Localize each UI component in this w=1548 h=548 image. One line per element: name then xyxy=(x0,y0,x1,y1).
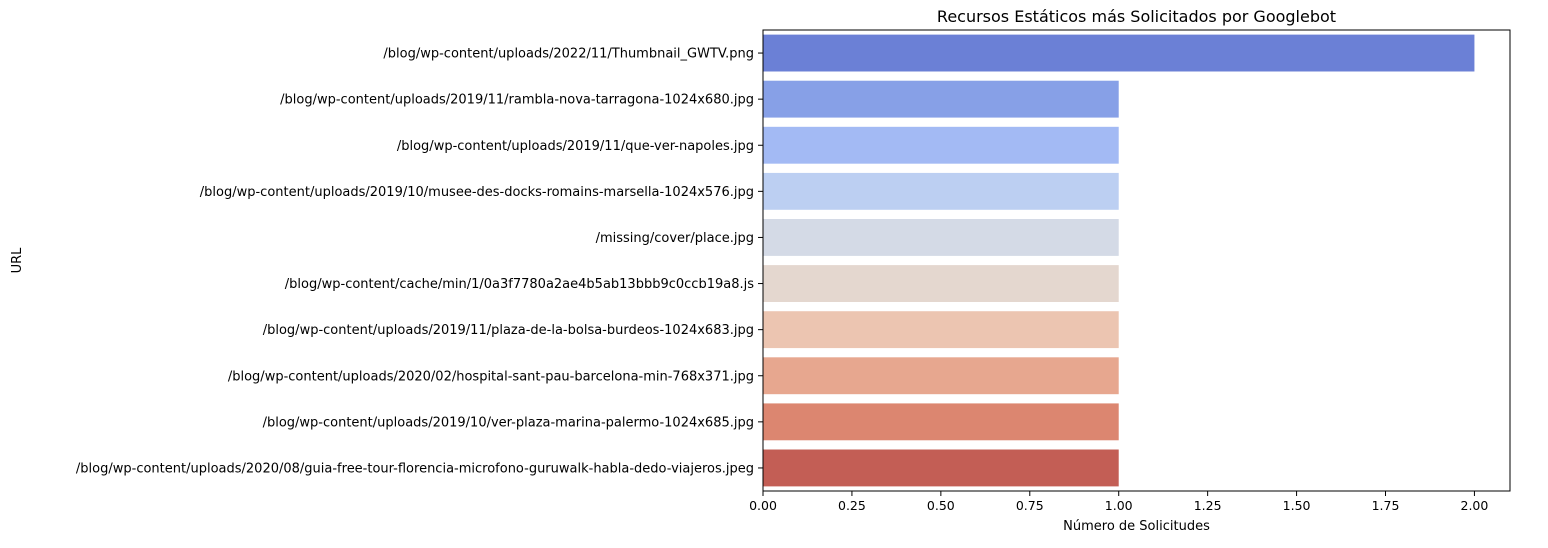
x-tick-label: 0.75 xyxy=(1016,498,1044,513)
x-axis-label: Número de Solicitudes xyxy=(1063,519,1210,534)
category-label: /blog/wp-content/cache/min/1/0a3f7780a2a… xyxy=(285,277,754,292)
category-label: /blog/wp-content/uploads/2019/10/musee-d… xyxy=(200,185,754,200)
category-label: /blog/wp-content/uploads/2019/11/que-ver… xyxy=(397,139,754,154)
x-tick-label: 0.00 xyxy=(749,498,777,513)
category-label: /blog/wp-content/uploads/2019/11/rambla-… xyxy=(280,93,754,108)
category-labels: /blog/wp-content/uploads/2022/11/Thumbna… xyxy=(76,47,763,476)
category-label: /blog/wp-content/uploads/2020/02/hospita… xyxy=(228,369,754,384)
chart-title: Recursos Estáticos más Solicitados por G… xyxy=(937,7,1336,26)
category-label: /blog/wp-content/uploads/2019/11/plaza-d… xyxy=(263,323,754,338)
x-tick-label: 1.25 xyxy=(1194,498,1222,513)
category-label: /blog/wp-content/uploads/2019/10/ver-pla… xyxy=(263,415,754,430)
bar xyxy=(763,449,1119,487)
bar xyxy=(763,80,1119,118)
bar xyxy=(763,172,1119,210)
category-label: /missing/cover/place.jpg xyxy=(596,231,754,246)
x-axis-ticks: 0.00 0.25 0.50 0.75 1.00 1.25 1.50 1.75 2.00 xyxy=(749,491,1488,513)
category-label: /blog/wp-content/uploads/2020/08/guia-fr… xyxy=(76,461,754,476)
x-tick-label: 1.50 xyxy=(1283,498,1311,513)
bar xyxy=(763,219,1119,256)
x-tick-label: 0.25 xyxy=(838,498,866,513)
x-tick-label: 1.75 xyxy=(1372,498,1400,513)
bars-group xyxy=(763,34,1475,487)
bar xyxy=(763,265,1119,302)
x-tick-label: 1.00 xyxy=(1105,498,1133,513)
bar xyxy=(763,357,1119,395)
x-tick-label: 0.50 xyxy=(927,498,955,513)
plot-frame xyxy=(762,29,1511,492)
bar xyxy=(763,311,1119,349)
x-tick-label: 2.00 xyxy=(1461,498,1489,513)
bar xyxy=(763,403,1119,441)
bar xyxy=(763,126,1119,164)
bar xyxy=(763,34,1475,72)
category-label: /blog/wp-content/uploads/2022/11/Thumbna… xyxy=(383,47,754,62)
y-axis-label: URL xyxy=(10,247,25,274)
